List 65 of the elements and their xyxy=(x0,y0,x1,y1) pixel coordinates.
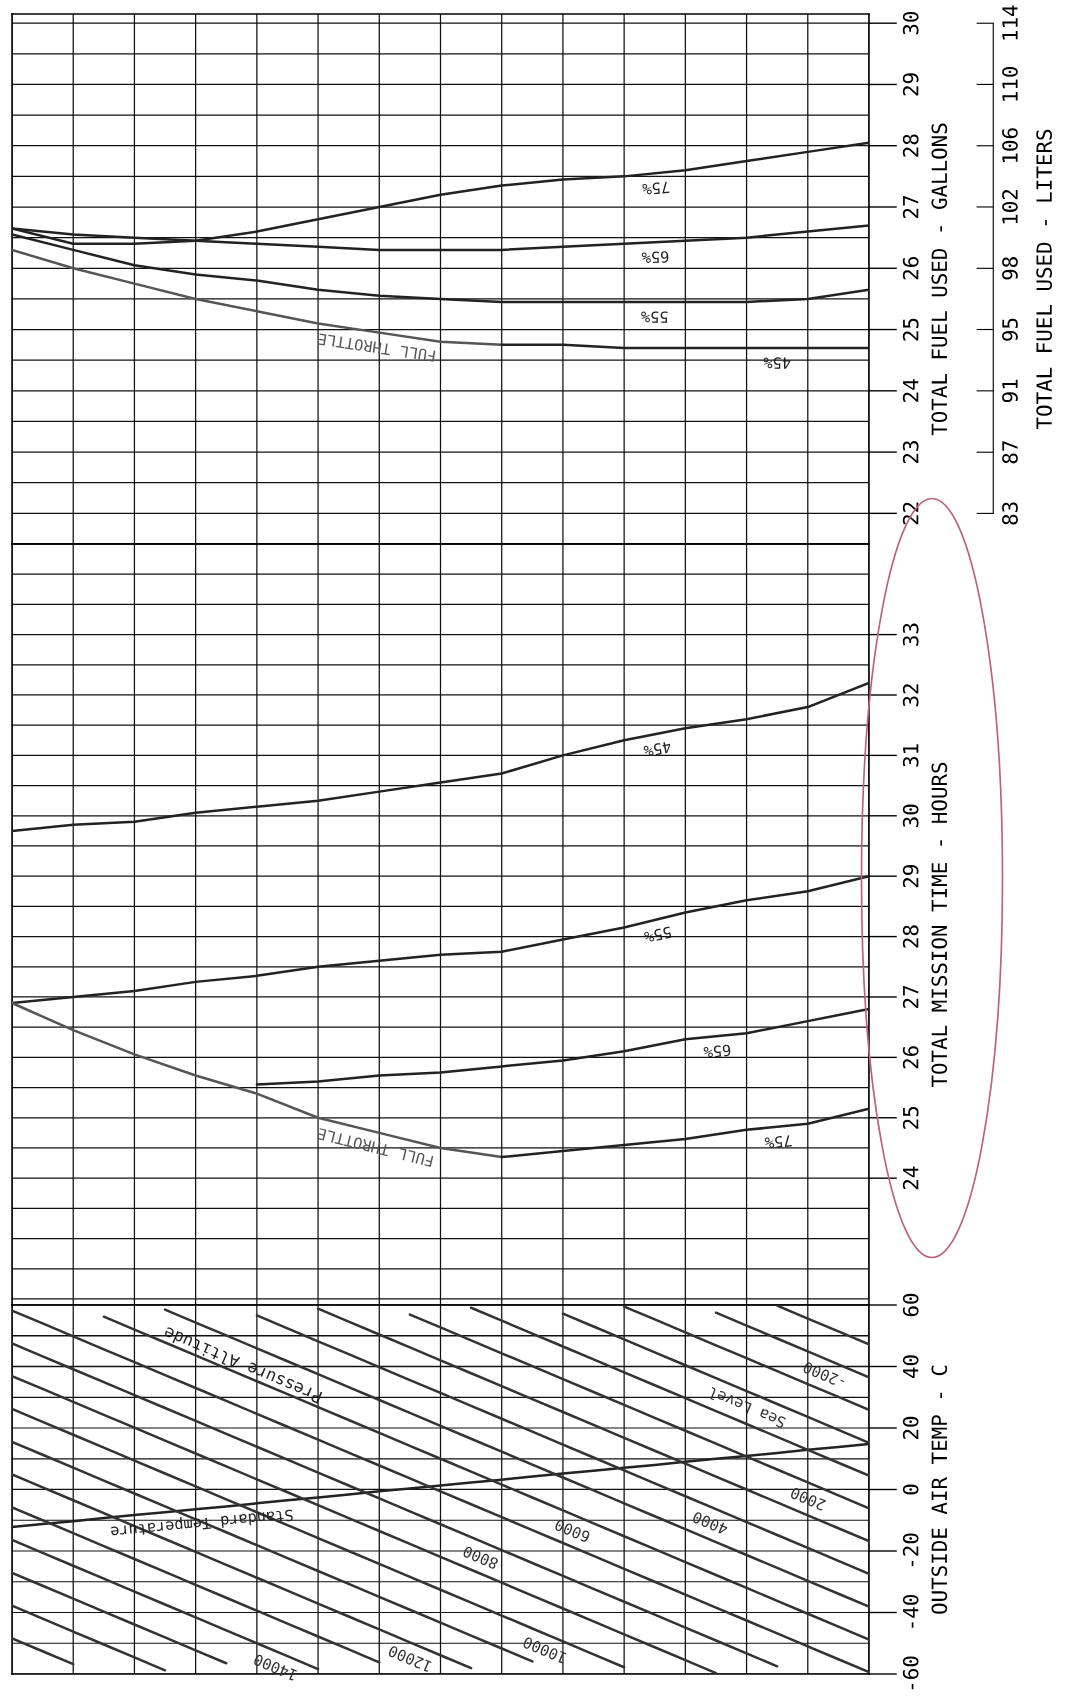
y-tick-label: 23 xyxy=(902,441,919,464)
y-tick-label: 24 xyxy=(902,1166,919,1190)
y-tick-label: 28 xyxy=(902,925,919,948)
y-tick-label: 26 xyxy=(902,257,919,280)
line-series xyxy=(500,1107,869,1159)
text: 8000 xyxy=(462,1545,499,1570)
y-tick-label: -60 xyxy=(902,1656,919,1690)
y2-tick-label: 91 xyxy=(1002,379,1018,403)
line-series xyxy=(408,1313,869,1510)
y-tick-label: 25 xyxy=(902,318,919,341)
y-tick-label: 27 xyxy=(902,196,919,218)
line-series xyxy=(12,681,869,833)
text: 65% xyxy=(703,1044,731,1059)
text: Standard Temperature xyxy=(110,1506,294,1539)
y-tick-label: 40 xyxy=(902,1355,919,1378)
y2-tick-label: 87 xyxy=(1002,441,1018,464)
series-label: 45% xyxy=(763,357,791,369)
y-tick-label: 24 xyxy=(902,379,919,402)
y-tick-label: 33 xyxy=(902,623,919,646)
y-tick-label: 31 xyxy=(902,744,919,767)
text: 45% xyxy=(643,740,672,758)
y-tick-label: 30 xyxy=(902,12,919,35)
line-series xyxy=(255,1007,869,1086)
y-tick-label: 32 xyxy=(902,684,919,707)
y-axis-title: TOTAL FUEL USED - GALLONS xyxy=(931,123,948,436)
y-tick-label: 22 xyxy=(902,502,919,525)
line-series xyxy=(469,1306,869,1477)
line-series xyxy=(12,874,869,1005)
text: FULL THROTTLE xyxy=(318,333,436,362)
line-series xyxy=(12,233,869,304)
y-tick-label: 29 xyxy=(902,865,919,888)
y2-tick-label: 98 xyxy=(1002,257,1018,280)
y-tick-label: 28 xyxy=(902,134,919,157)
y-tick-label: -40 xyxy=(902,1595,919,1628)
text: 55% xyxy=(643,926,672,944)
y-tick-label: 27 xyxy=(902,986,919,1008)
series-label: 65% xyxy=(641,251,669,264)
series-label: 55% xyxy=(641,311,668,323)
y-tick-label: 0 xyxy=(902,1484,919,1495)
y2-tick-label: 114 xyxy=(1002,5,1018,40)
y-tick-label: 26 xyxy=(902,1046,919,1069)
y2-tick-label: 95 xyxy=(1002,318,1018,341)
text: 4000 xyxy=(691,1511,729,1536)
y2-tick-label: 102 xyxy=(1002,189,1018,224)
y2-tick-label: 110 xyxy=(1002,66,1018,101)
y-axis-title: OUTSIDE AIR TEMP - C xyxy=(931,1365,948,1614)
y-tick-label: 29 xyxy=(902,73,919,96)
text: 2000 xyxy=(789,1486,827,1512)
line-series xyxy=(561,1312,869,1445)
y2-axis-title: TOTAL FUEL USED - LITERS xyxy=(1036,129,1052,430)
y-axis-title: TOTAL MISSION TIME - HOURS xyxy=(931,762,948,1088)
y2-tick-label: 106 xyxy=(1002,128,1018,163)
text: 75% xyxy=(764,1134,792,1149)
line-series xyxy=(775,1305,869,1346)
y-tick-label: 60 xyxy=(902,1293,919,1317)
y2-tick-label: 83 xyxy=(1002,502,1018,525)
line-series xyxy=(12,1604,167,1672)
y-tick-label: 30 xyxy=(902,804,919,827)
text: 75% xyxy=(642,181,670,196)
line-series xyxy=(12,1571,228,1665)
y-tick-label: -20 xyxy=(902,1533,919,1567)
text: 6000 xyxy=(554,1518,591,1543)
text: -2000 xyxy=(802,1361,846,1389)
y-tick-label: 20 xyxy=(902,1416,919,1439)
y-tick-label: 25 xyxy=(902,1106,919,1129)
